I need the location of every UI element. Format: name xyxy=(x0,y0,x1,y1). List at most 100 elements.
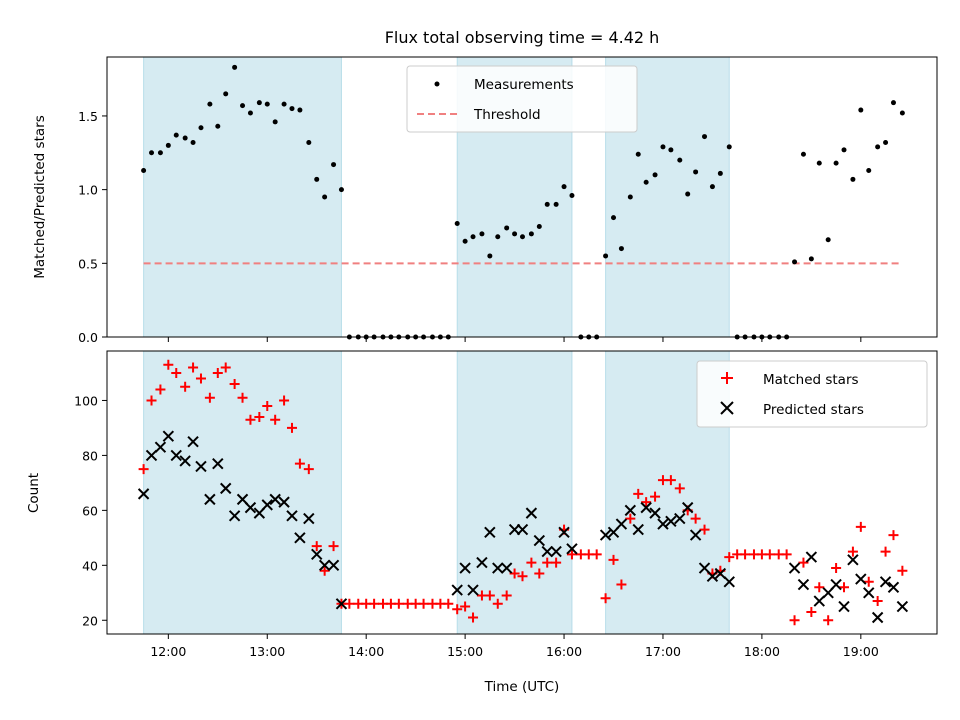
matched-stars-point-46 xyxy=(509,568,520,579)
matched-stars-point-49 xyxy=(534,568,545,579)
measurements-point-63 xyxy=(652,172,658,178)
measurements-point-80 xyxy=(792,259,798,265)
measurements-point-67 xyxy=(685,191,691,197)
predicted-stars-point-14 xyxy=(244,501,257,514)
count-ytick-label-5: 100 xyxy=(74,393,98,408)
matched-stars-point-24 xyxy=(328,541,339,552)
predicted-stars-point-23 xyxy=(318,559,331,572)
matched-stars-point-18 xyxy=(279,395,290,406)
predicted-stars-point-58 xyxy=(797,578,810,591)
measurements-point-81 xyxy=(800,151,806,157)
predicted-stars-point-43 xyxy=(615,518,628,530)
measurements-point-70 xyxy=(709,184,715,190)
measurements-point-92 xyxy=(890,100,896,106)
measurements-point-83 xyxy=(816,160,822,166)
matched-stars-point-9 xyxy=(204,392,215,403)
measurements-point-72 xyxy=(726,144,732,150)
predicted-stars-point-41 xyxy=(599,529,612,541)
predicted-legend-label: Predicted stars xyxy=(763,402,864,418)
matched-stars-point-40 xyxy=(460,601,471,612)
matched-stars-point-23 xyxy=(319,565,330,576)
predicted-stars-point-32 xyxy=(500,562,513,574)
matched-stars-point-19 xyxy=(286,422,297,433)
predicted-stars-point-55 xyxy=(714,567,727,580)
predicted-stars-point-10 xyxy=(212,457,224,470)
matched-stars-point-43 xyxy=(484,590,495,601)
predicted-stars-point-7 xyxy=(187,435,199,448)
matched-stars-point-81 xyxy=(798,557,809,568)
matched-stars-point-38 xyxy=(443,598,454,609)
predicted-stars-point-17 xyxy=(269,493,281,506)
measurements-point-23 xyxy=(322,194,328,200)
measurements-point-7 xyxy=(190,139,196,145)
xtick-label-6: 17:00 xyxy=(645,644,681,659)
predicted-stars-point-22 xyxy=(311,548,323,561)
measurements-point-88 xyxy=(858,107,864,113)
matched-stars-point-29 xyxy=(369,598,380,609)
predicted-stars-point-52 xyxy=(689,529,702,541)
measurements-point-4 xyxy=(165,142,171,148)
measurements-point-1 xyxy=(141,167,147,173)
ratio-ytick-label-1: 0.0 xyxy=(78,330,98,345)
xtick-label-4: 15:00 xyxy=(447,644,483,659)
matched-stars-point-80 xyxy=(789,615,800,626)
measurements-legend-marker xyxy=(434,81,440,87)
matched-stars-point-60 xyxy=(625,513,636,524)
predicted-stars-point-48 xyxy=(657,518,669,530)
predicted-stars-point-63 xyxy=(838,600,850,613)
count-series xyxy=(137,359,909,626)
matched-stars-point-59 xyxy=(616,579,627,590)
predicted-stars-point-31 xyxy=(492,562,504,574)
predicted-stars-point-66 xyxy=(863,587,875,599)
measurements-point-13 xyxy=(240,103,246,109)
matched-stars-point-16 xyxy=(262,400,273,411)
matched-stars-point-83 xyxy=(814,582,825,593)
matched-stars-point-74 xyxy=(740,549,751,560)
ratio-plot-frame xyxy=(106,56,938,338)
predicted-stars-point-46 xyxy=(640,501,652,514)
count-y-axis-label: Count xyxy=(26,473,42,513)
predicted-stars-point-34 xyxy=(516,523,529,536)
predicted-stars-point-19 xyxy=(286,510,298,522)
ratio-ytick-label-3: 1.0 xyxy=(78,183,98,198)
matched-legend-label: Matched stars xyxy=(763,372,859,388)
predicted-stars-point-5 xyxy=(170,449,182,462)
matched-stars-point-47 xyxy=(517,571,528,582)
measurements-point-39 xyxy=(454,221,460,227)
measurements-point-22 xyxy=(314,176,320,182)
measurements-point-82 xyxy=(808,256,814,262)
matched-stars-point-93 xyxy=(897,565,908,576)
predicted-stars-point-28 xyxy=(467,584,479,596)
ratio-panel: 0.0 0.5 1.0 1.5 Matched/Predicted stars Mea… xyxy=(32,56,938,345)
predicted-stars-point-11 xyxy=(220,482,232,495)
measurements-point-57 xyxy=(603,253,609,259)
matched-stars-point-79 xyxy=(781,549,792,560)
predicted-stars-point-4 xyxy=(162,430,175,442)
matched-stars-point-4 xyxy=(163,359,174,370)
predicted-stars-point-38 xyxy=(550,545,562,558)
measurements-point-47 xyxy=(519,234,525,240)
x-axis-label: Time (UTC) xyxy=(484,679,560,695)
measurements-point-41 xyxy=(470,234,476,240)
measurements-point-66 xyxy=(677,157,683,163)
predicted-stars-point-51 xyxy=(681,501,694,514)
predicted-stars-point-9 xyxy=(204,493,216,506)
xtick-label-8: 19:00 xyxy=(843,644,879,659)
xtick-label-7: 18:00 xyxy=(744,644,780,659)
matched-stars-point-15 xyxy=(254,411,265,422)
predicted-stars-point-18 xyxy=(278,496,290,508)
matched-stars-point-2 xyxy=(146,395,157,406)
predicted-stars-point-65 xyxy=(855,573,867,585)
count-ytick-label-2: 40 xyxy=(82,558,98,573)
matched-stars-point-66 xyxy=(674,483,685,494)
measurements-point-12 xyxy=(232,64,238,70)
predicted-stars-point-25 xyxy=(335,598,348,610)
matched-stars-point-10 xyxy=(212,367,223,378)
predicted-stars-point-26 xyxy=(451,584,463,596)
matched-stars-point-87 xyxy=(847,546,858,557)
matched-stars-point-53 xyxy=(566,549,577,560)
ratio-window-1 xyxy=(143,56,342,338)
predicted-stars-point-70 xyxy=(896,600,909,613)
predicted-stars-point-21 xyxy=(303,512,315,525)
